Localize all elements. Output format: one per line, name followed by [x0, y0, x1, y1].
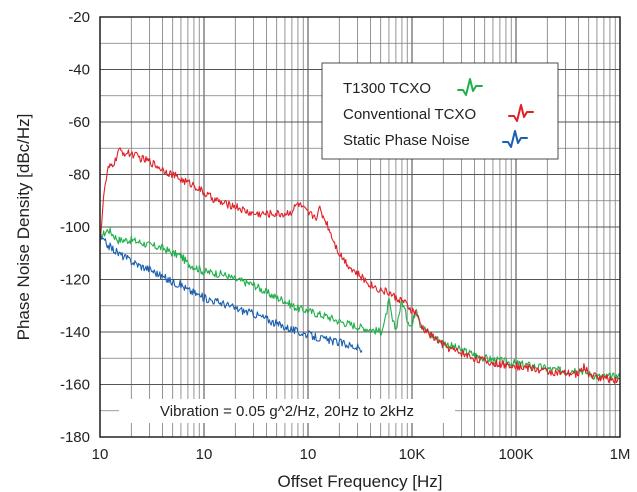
tick-labels: 10 10 10 10K 100K 1M -20 -40 -60 -80 -100 -120 -140 -…: [60, 9, 630, 463]
y-tick-label: -20: [68, 9, 90, 26]
x-tick-label: 10: [92, 446, 109, 463]
x-tick-label: 10: [196, 446, 213, 463]
y-tick-label: -180: [60, 429, 90, 446]
series-line: [99, 147, 621, 384]
x-tick-label: 1M: [610, 446, 631, 463]
legend: T1300 TCXO Conventional TCXO Static Phase …: [321, 62, 559, 160]
y-tick-label: -120: [60, 272, 90, 289]
legend-label: Conventional TCXO: [343, 106, 476, 123]
plot-frame: [99, 16, 621, 438]
y-tick-label: -40: [68, 62, 90, 79]
x-tick-label: 10K: [399, 446, 426, 463]
annotation: Vibration = 0.05 g^2/Hz, 20Hz to 2kHz: [119, 399, 455, 423]
x-tick-label: 100K: [498, 446, 533, 463]
legend-marker: [502, 130, 528, 148]
x-tick-label: 10: [300, 446, 317, 463]
legend-entries: T1300 TCXO Conventional TCXO Static Phase …: [343, 78, 534, 149]
y-tick-label: -60: [68, 114, 90, 131]
annotation-box: [119, 399, 455, 423]
y-tick-label: -160: [60, 377, 90, 394]
legend-marker: [508, 104, 534, 122]
y-tick-label: -100: [60, 219, 90, 236]
annotation-text: Vibration = 0.05 g^2/Hz, 20Hz to 2kHz: [160, 403, 414, 420]
series-group: [99, 147, 621, 384]
legend-label: T1300 TCXO: [343, 80, 431, 97]
y-tick-label: -140: [60, 324, 90, 341]
legend-label: Static Phase Noise: [343, 132, 470, 149]
y-tick-label: -80: [68, 167, 90, 184]
series-line: [99, 234, 363, 353]
x-axis-label: Offset Frequency [Hz]: [277, 472, 442, 491]
y-axis-label: Phase Noise Density [dBc/Hz]: [14, 114, 33, 341]
legend-marker: [457, 78, 483, 96]
